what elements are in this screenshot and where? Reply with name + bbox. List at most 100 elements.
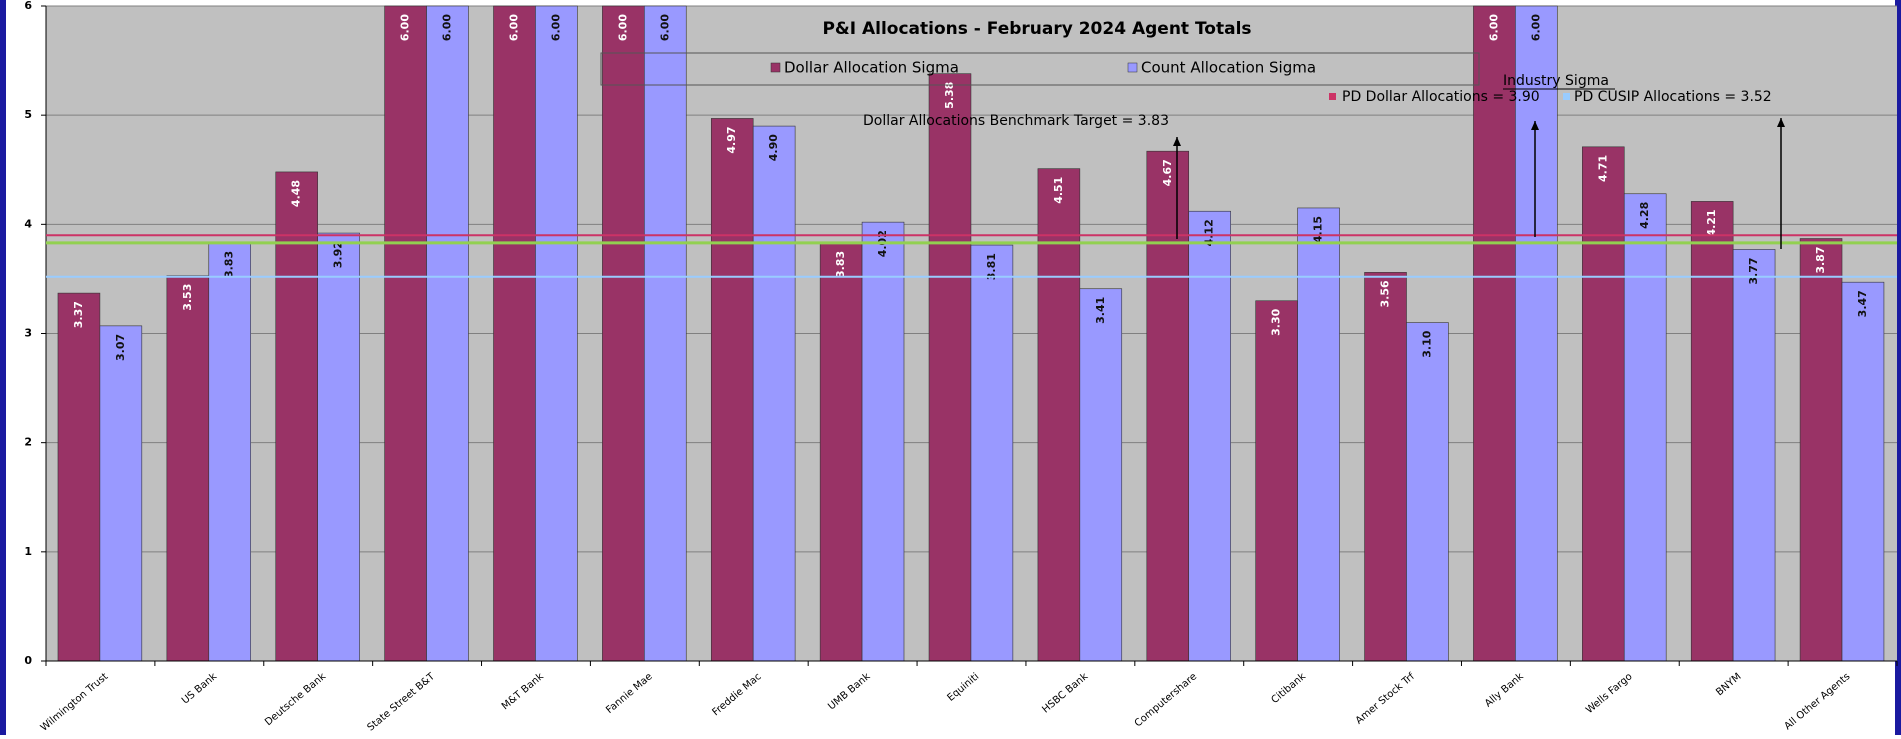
y-tick-label: 5: [24, 108, 32, 121]
bar: [1188, 210, 1231, 662]
data-label: 4.21: [1705, 209, 1718, 236]
bar: [644, 5, 687, 662]
data-label: 4.90: [767, 134, 780, 161]
window-border: [0, 0, 6, 735]
window-border: [1895, 0, 1901, 735]
bar: [1146, 150, 1190, 662]
bar: [1255, 300, 1298, 662]
legend-swatch: [1563, 93, 1570, 100]
bar: [1690, 201, 1734, 662]
bar: [57, 292, 101, 662]
annotation: Dollar Allocations Benchmark Target = 3.…: [863, 113, 1169, 129]
data-label: 6.00: [1487, 14, 1500, 41]
y-tick-label: 3: [24, 327, 32, 340]
data-label: 6.00: [507, 14, 520, 41]
bar: [208, 242, 251, 662]
bar: [861, 221, 905, 662]
bar: [710, 118, 754, 662]
data-label: 4.71: [1596, 155, 1609, 182]
data-label: 3.47: [1856, 290, 1869, 317]
data-label: 4.28: [1638, 202, 1651, 229]
data-label: 3.41: [1094, 297, 1107, 324]
data-label: 6.00: [616, 14, 629, 41]
data-label: 3.53: [181, 284, 194, 311]
data-label: 6.00: [549, 14, 562, 41]
bar: [819, 242, 863, 662]
bar: [275, 171, 318, 662]
x-tick-label: Ally Bank: [1483, 671, 1526, 710]
x-tick-label: US Bank: [180, 671, 219, 707]
bar: [426, 5, 469, 662]
data-label: 3.83: [223, 251, 236, 278]
x-tick-label: M&T Bank: [500, 671, 546, 712]
x-tick-label: UMB Bank: [826, 671, 872, 712]
bar: [1623, 193, 1667, 662]
data-label: 5.38: [943, 82, 956, 109]
x-tick-label: All Other Agents: [1783, 671, 1853, 732]
annotation: PD Dollar Allocations = 3.90: [1342, 89, 1540, 105]
arrow-head: [1777, 118, 1785, 127]
bar: [1037, 168, 1081, 662]
bar: [384, 5, 427, 662]
x-tick-label: Freddie Mac: [710, 671, 763, 718]
chart-title: P&I Allocations - February 2024 Agent To…: [822, 19, 1251, 39]
data-label: 6.00: [399, 14, 412, 41]
x-tick-label: BNYM: [1714, 671, 1743, 698]
arrow-head: [1531, 121, 1539, 130]
x-tick-label: Deutsche Bank: [263, 671, 328, 728]
data-label: 3.30: [1270, 308, 1283, 335]
data-label: 4.12: [1203, 219, 1216, 246]
bar: [1364, 272, 1407, 662]
data-label: 3.87: [1814, 247, 1827, 274]
data-label: 4.67: [1161, 159, 1174, 186]
bar: [1732, 249, 1776, 662]
data-label: 3.92: [332, 241, 345, 268]
data-label: 6.00: [658, 14, 671, 41]
bar: [752, 125, 796, 662]
bar: [99, 325, 143, 662]
annotation: Industry Sigma: [1503, 73, 1609, 89]
y-tick-label: 2: [24, 436, 32, 449]
x-tick-label: HSBC Bank: [1040, 671, 1090, 715]
bar: [535, 5, 578, 662]
data-label: 3.83: [834, 251, 847, 278]
x-tick-label: Citibank: [1269, 671, 1308, 706]
bar: [1079, 288, 1123, 662]
bar: [1406, 322, 1449, 662]
bar: [317, 232, 360, 662]
bar: [928, 73, 972, 662]
data-label: 4.48: [290, 180, 303, 207]
legend-swatch: [1329, 93, 1336, 100]
bar: [602, 5, 645, 662]
annotation: PD CUSIP Allocations = 3.52: [1574, 89, 1772, 105]
data-label: 3.07: [114, 334, 127, 361]
bar: [1515, 5, 1558, 662]
y-tick-label: 1: [24, 545, 32, 558]
data-label: 6.00: [441, 14, 454, 41]
bar: [970, 244, 1014, 662]
legend-box: [600, 52, 1480, 86]
bar: [1297, 207, 1340, 662]
bar: [1841, 281, 1885, 662]
data-label: 4.51: [1052, 177, 1065, 204]
data-label: 3.81: [985, 253, 998, 280]
bar: [1582, 146, 1625, 662]
arrow-head: [1173, 137, 1181, 146]
data-label: 4.97: [725, 126, 738, 153]
bar: [493, 5, 536, 662]
data-label: 3.37: [72, 301, 85, 328]
data-label: 3.10: [1420, 330, 1433, 357]
bar: [1799, 238, 1843, 662]
data-label: 3.77: [1747, 257, 1760, 284]
x-tick-label: Fannie Mae: [604, 671, 654, 716]
x-tick-label: Computershare: [1133, 671, 1199, 729]
x-tick-label: Amer Stock Trf: [1354, 671, 1417, 727]
bar: [166, 275, 210, 662]
data-label: 6.00: [1529, 14, 1542, 41]
x-tick-label: Equiniti: [945, 671, 981, 704]
legend-label: Dollar Allocation Sigma: [784, 59, 959, 77]
data-label: 3.56: [1379, 280, 1392, 307]
x-tick-label: Wilmington Trust: [39, 671, 111, 734]
bar: [1473, 5, 1516, 662]
